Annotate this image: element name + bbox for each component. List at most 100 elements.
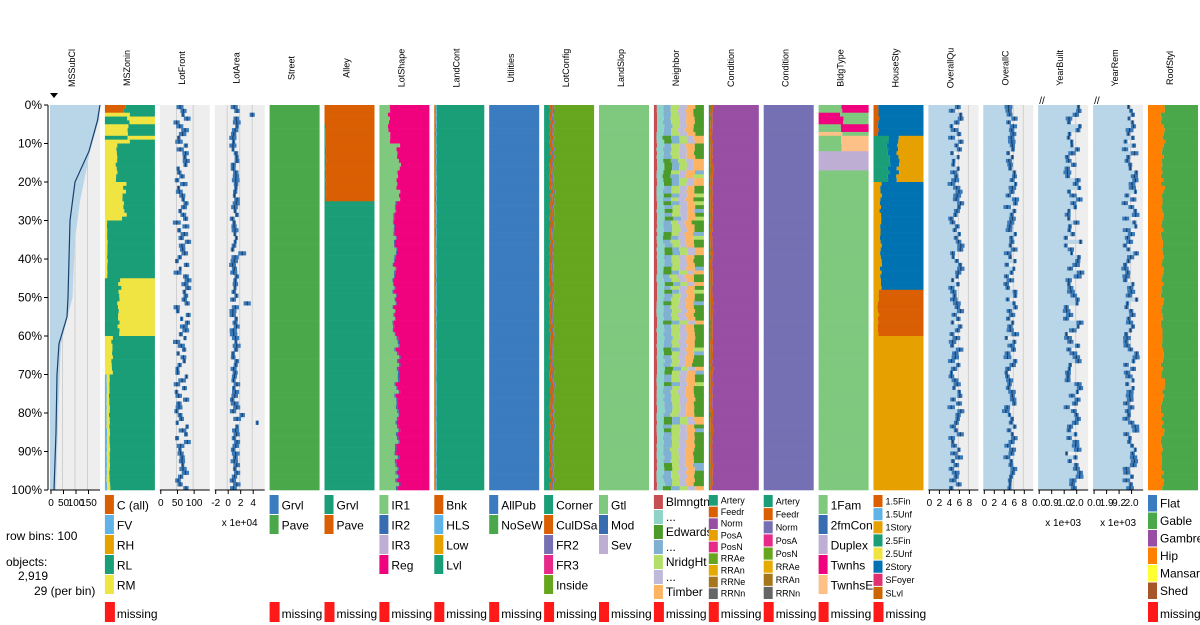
mean-mark — [232, 309, 234, 314]
category-segment — [379, 466, 398, 472]
category-segment — [708, 205, 711, 210]
category-segment — [695, 336, 704, 341]
category-segment — [326, 174, 375, 179]
category-segment — [763, 428, 814, 433]
mean-mark — [180, 343, 182, 348]
value-bar — [1093, 466, 1127, 472]
legend-swatch — [104, 555, 114, 574]
mean-mark — [176, 178, 178, 183]
category-segment — [379, 405, 396, 410]
category-segment — [708, 259, 711, 264]
mean-mark — [956, 224, 958, 229]
category-segment — [554, 105, 595, 110]
category-segment — [550, 382, 554, 387]
category-segment — [544, 428, 551, 433]
mean-mark — [1135, 428, 1137, 433]
category-segment — [544, 212, 551, 217]
category-segment — [435, 282, 437, 287]
category-segment — [269, 382, 320, 387]
value-bar — [928, 155, 959, 160]
category-segment — [544, 128, 551, 133]
category-segment — [549, 170, 552, 175]
category-segment — [552, 470, 554, 475]
category-segment — [1160, 232, 1198, 237]
value-bar — [928, 386, 954, 391]
category-segment — [599, 139, 649, 144]
category-segment — [397, 397, 430, 402]
category-segment — [873, 328, 878, 333]
category-segment — [599, 332, 649, 337]
mean-mark — [954, 351, 956, 356]
category-segment — [552, 112, 554, 117]
category-segment — [679, 266, 687, 271]
value-bar — [983, 297, 1008, 302]
category-segment — [818, 174, 869, 179]
category-segment — [550, 343, 553, 348]
mean-mark — [187, 239, 189, 244]
category-segment — [544, 147, 551, 152]
category-segment — [710, 416, 713, 421]
category-segment — [544, 116, 550, 121]
category-segment — [489, 339, 540, 344]
category-segment — [710, 343, 713, 348]
category-segment — [653, 232, 658, 237]
category-segment — [550, 289, 554, 294]
category-segment — [549, 447, 553, 452]
value-bar — [983, 366, 1009, 371]
x-tick-label: 2 — [937, 498, 943, 509]
category-segment — [269, 205, 320, 210]
category-segment — [552, 343, 554, 348]
category-segment — [107, 482, 111, 487]
category-segment — [687, 185, 695, 190]
category-segment — [599, 216, 649, 221]
value-bar — [1093, 301, 1128, 306]
category-segment — [653, 297, 658, 302]
category-segment — [489, 166, 540, 171]
mean-mark — [1007, 297, 1009, 302]
category-segment — [710, 312, 713, 318]
category-segment — [549, 459, 552, 464]
category-segment — [489, 459, 540, 464]
mean-mark — [1077, 382, 1079, 387]
category-segment — [1148, 116, 1163, 121]
category-segment — [544, 305, 550, 310]
category-segment — [400, 355, 430, 360]
value-bar — [1038, 424, 1071, 429]
category-segment — [686, 151, 695, 156]
mean-mark — [234, 320, 236, 325]
category-segment — [708, 274, 711, 279]
value-bar — [1038, 413, 1077, 418]
category-segment — [693, 482, 704, 487]
category-segment — [671, 170, 680, 175]
category-segment — [599, 259, 649, 264]
category-segment — [763, 297, 814, 302]
category-segment — [269, 232, 320, 237]
category-segment — [599, 151, 649, 156]
category-segment — [694, 243, 704, 248]
category-segment — [324, 251, 375, 256]
category-segment — [550, 247, 553, 252]
category-segment — [708, 359, 711, 364]
value-bar — [1038, 439, 1076, 445]
category-segment — [681, 216, 688, 221]
mean-mark — [1126, 370, 1128, 375]
category-segment — [710, 208, 713, 214]
mean-mark — [1069, 285, 1071, 291]
category-segment — [554, 420, 595, 425]
category-segment — [107, 447, 111, 452]
category-segment — [126, 212, 155, 217]
value-bar — [928, 278, 953, 283]
category-segment — [553, 178, 595, 183]
category-segment — [390, 131, 430, 137]
mean-mark — [179, 266, 181, 271]
category-segment — [713, 366, 759, 371]
value-bar — [928, 201, 961, 206]
mean-mark — [1068, 116, 1070, 121]
category-segment — [663, 355, 671, 360]
category-segment — [544, 251, 550, 256]
category-segment — [663, 266, 672, 271]
mean-mark — [958, 389, 960, 395]
mean-mark — [179, 482, 181, 487]
category-segment — [673, 216, 682, 221]
category-segment — [599, 224, 649, 229]
